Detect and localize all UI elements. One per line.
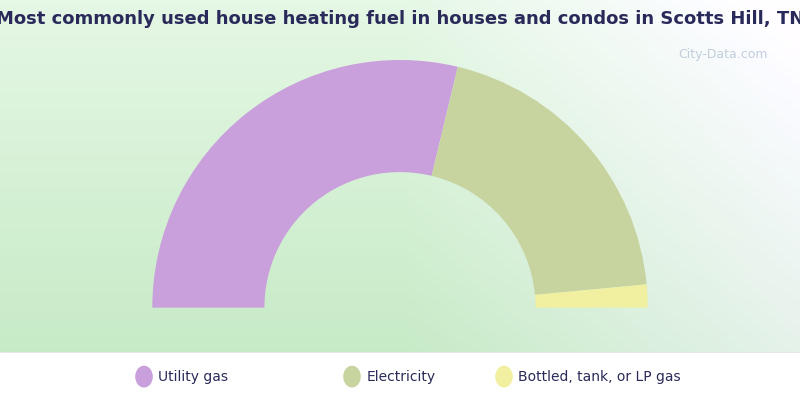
- Wedge shape: [152, 60, 458, 308]
- Wedge shape: [432, 67, 646, 295]
- Text: City-Data.com: City-Data.com: [678, 48, 768, 61]
- Text: Utility gas: Utility gas: [158, 370, 229, 384]
- Text: Bottled, tank, or LP gas: Bottled, tank, or LP gas: [518, 370, 681, 384]
- Wedge shape: [535, 284, 648, 308]
- Ellipse shape: [343, 366, 361, 388]
- Ellipse shape: [495, 366, 513, 388]
- Text: Most commonly used house heating fuel in houses and condos in Scotts Hill, TN: Most commonly used house heating fuel in…: [0, 10, 800, 28]
- Ellipse shape: [135, 366, 153, 388]
- Text: Electricity: Electricity: [366, 370, 435, 384]
